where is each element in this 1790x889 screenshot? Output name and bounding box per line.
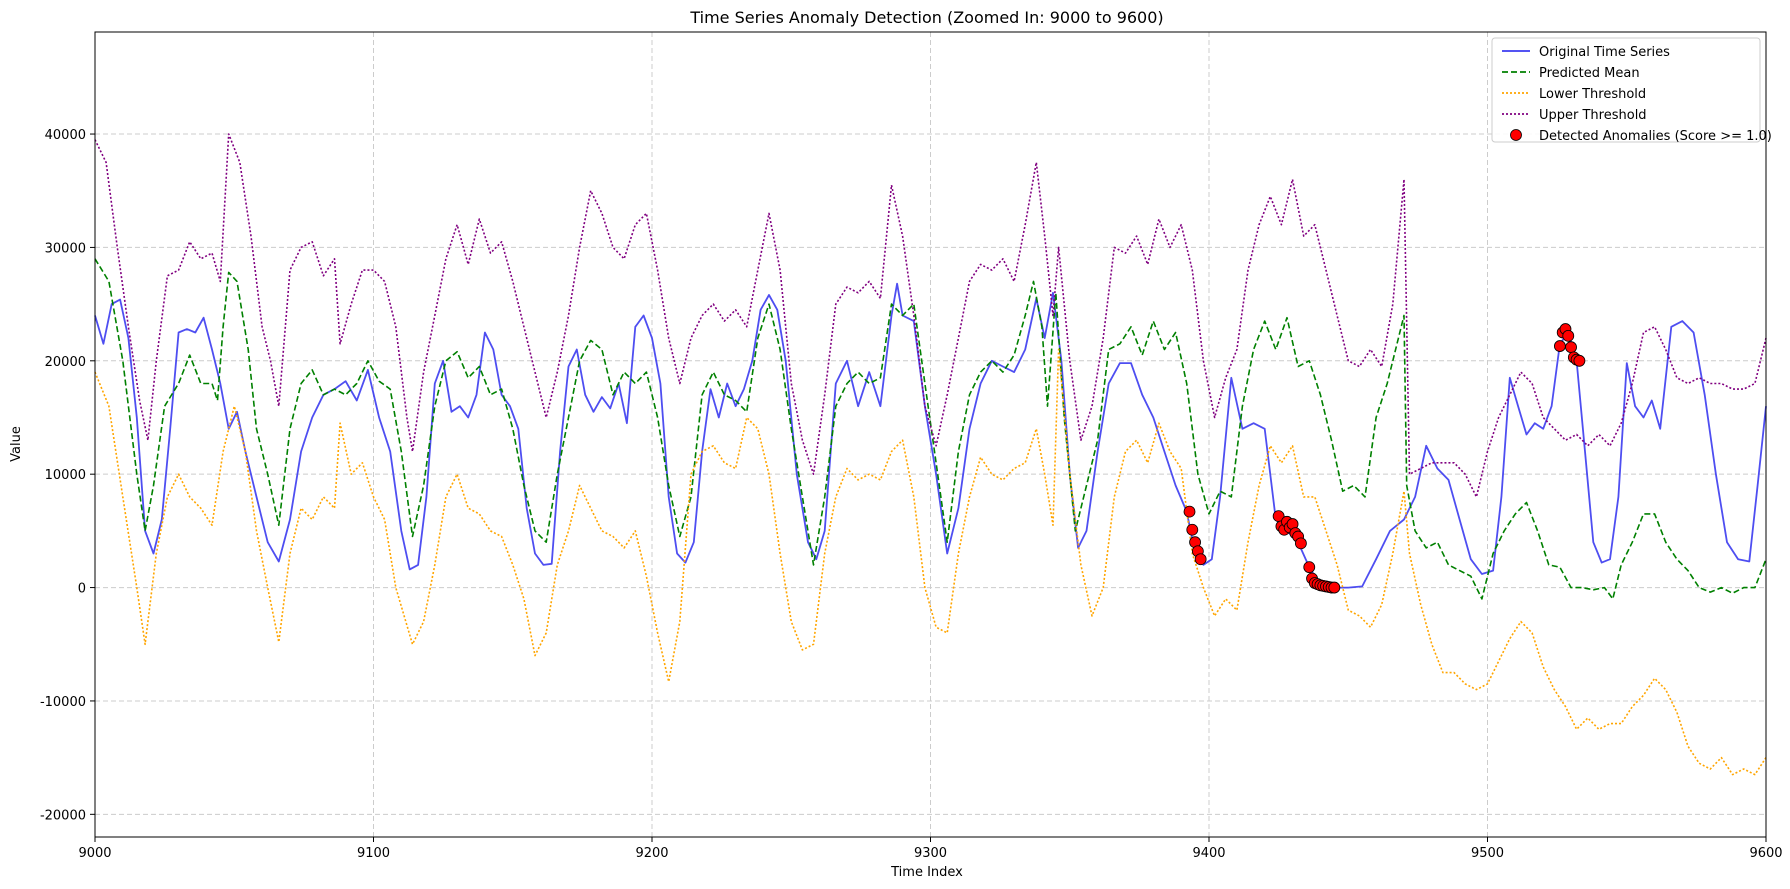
legend-label: Original Time Series	[1539, 45, 1670, 60]
y-tick-label: 0	[78, 582, 86, 597]
anomaly-point	[1303, 561, 1316, 574]
x-tick-label: 9000	[78, 846, 111, 861]
anomaly-point	[1183, 505, 1196, 518]
y-tick-label: -20000	[40, 808, 86, 823]
anomaly-point	[1554, 340, 1566, 352]
series-lines	[94, 133, 1767, 776]
anomaly-point	[1186, 523, 1199, 536]
x-tick-label: 9200	[635, 846, 668, 861]
y-tick-label: 30000	[45, 241, 86, 256]
legend-label: Predicted Mean	[1539, 66, 1640, 81]
anomaly-point	[1194, 553, 1207, 566]
y-tick-label: -10000	[40, 695, 86, 710]
anomaly-markers	[1183, 323, 1586, 594]
original-time-series-line	[94, 282, 1767, 589]
y-tick-label: 20000	[45, 355, 86, 370]
legend-label: Lower Threshold	[1539, 87, 1646, 102]
chart-title: Time Series Anomaly Detection (Zoomed In…	[689, 8, 1163, 27]
y-axis-label: Value	[9, 426, 24, 462]
anomaly-point	[1328, 581, 1341, 594]
anomaly-point	[1573, 354, 1586, 367]
lower-threshold-line	[94, 348, 1767, 776]
predicted-mean-line	[94, 258, 1767, 600]
anomaly-point	[1565, 341, 1577, 354]
legend-marker	[1510, 129, 1522, 141]
x-axis-label: Time Index	[890, 865, 963, 880]
y-tick-label: 10000	[45, 468, 86, 483]
axis-ticks: 9000 9100 9200 9300 9400 9500 9600 -20000 -10000…	[40, 128, 1783, 861]
anomaly-point	[1562, 329, 1575, 342]
x-tick-label: 9300	[914, 846, 947, 861]
y-tick-label: 40000	[45, 128, 86, 143]
x-tick-label: 9400	[1192, 846, 1225, 861]
legend-label: Detected Anomalies (Score >= 1.0)	[1539, 129, 1772, 144]
x-tick-label: 9100	[357, 846, 390, 861]
x-tick-label: 9600	[1749, 846, 1782, 861]
anomaly-point	[1295, 537, 1307, 550]
legend-box	[1491, 37, 1761, 143]
legend-label: Upper Threshold	[1539, 108, 1647, 123]
x-tick-label: 9500	[1471, 846, 1504, 861]
legend: Original Time Series Predicted Mean Lower …	[1491, 37, 1772, 144]
